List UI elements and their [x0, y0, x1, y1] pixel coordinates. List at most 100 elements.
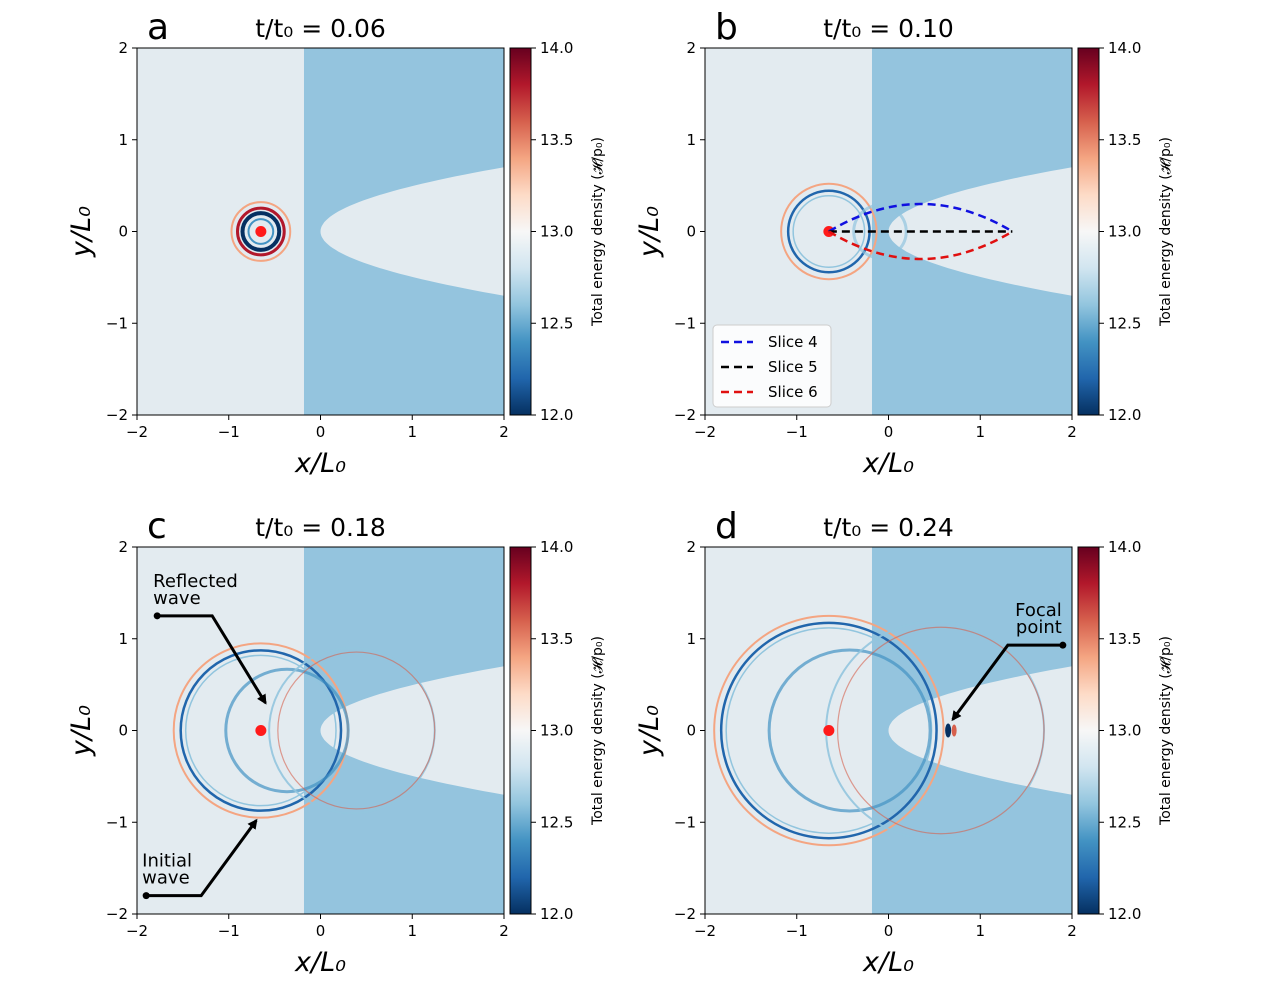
panel-letter: c	[147, 506, 167, 547]
wavefront-trail	[184, 654, 337, 807]
legend-label: Slice 4	[768, 333, 818, 351]
y-tick-label: 2	[686, 538, 696, 556]
colorbar-tick-label: 12.0	[1108, 406, 1141, 424]
x-tick-label: 2	[1067, 423, 1077, 441]
colorbar	[509, 47, 532, 416]
transmitted-wave	[767, 648, 932, 813]
annotation-dot	[1059, 641, 1067, 649]
y-tick-label: 1	[686, 630, 696, 648]
colorbar-label: Total energy density (𝓗/p₀)	[1158, 137, 1174, 327]
x-tick-label: −1	[218, 423, 240, 441]
x-tick-label: 0	[316, 922, 326, 940]
y-tick-label: −1	[106, 813, 128, 831]
colorbar-tick-label: 14.0	[540, 39, 573, 57]
legend-label: Slice 6	[768, 383, 818, 401]
colorbar-label: Total energy density (𝓗/p₀)	[590, 636, 606, 826]
colorbar-tick-label: 13.0	[540, 223, 573, 241]
focal-spot-blue	[945, 723, 952, 738]
annotation-dot	[142, 892, 150, 900]
slice-line-6	[828, 230, 1014, 261]
x-axis-label: x/L₀	[862, 947, 914, 978]
reflected-wave-edge	[277, 651, 436, 810]
y-tick-label: 0	[118, 722, 128, 740]
panel-letter: a	[147, 7, 169, 48]
colorbar-tick-label: 13.5	[540, 131, 573, 149]
x-tick-label: 0	[884, 922, 894, 940]
plot-area	[705, 547, 1072, 914]
annotation-text: wave	[142, 868, 189, 889]
wavefront-outer	[713, 614, 945, 847]
colorbar-tick-label: 12.5	[1108, 813, 1141, 831]
x-tick-label: 1	[975, 423, 985, 441]
colorbar-tick-label: 12.5	[1108, 314, 1141, 332]
source-point	[255, 725, 267, 736]
x-tick-label: −1	[218, 922, 240, 940]
reflected-wave-edge	[836, 626, 1045, 835]
annotation-text: Reflected	[153, 571, 238, 592]
lens-region	[888, 167, 1072, 296]
y-tick-label: 0	[686, 722, 696, 740]
y-tick-label: −1	[674, 813, 696, 831]
light-medium-region	[137, 547, 304, 914]
y-tick-label: −2	[106, 905, 128, 923]
lens-region	[320, 666, 504, 795]
panel-b: Slice 4 Slice 5 Slice 6 −2−2 −1 −1 0 0 1 1 2 2 x/L₀ y…	[634, 7, 1174, 479]
wavefront-inner	[179, 649, 343, 812]
legend-label: Slice 5	[768, 358, 818, 376]
transmitted-wave	[852, 203, 908, 260]
y-tick-label: 0	[686, 223, 696, 241]
y-tick-label: 2	[686, 39, 696, 57]
x-axis-label: x/L₀	[294, 947, 346, 978]
x-tick-label: 1	[407, 922, 417, 940]
colorbar-tick-label: 13.5	[1108, 131, 1141, 149]
annotation-arrow	[951, 643, 1063, 722]
y-axis-label: y/L₀	[634, 705, 665, 757]
panel-letter: b	[715, 7, 738, 48]
y-tick-label: 2	[118, 39, 128, 57]
y-tick-label: −2	[674, 905, 696, 923]
panel-title: t/t₀ = 0.18	[255, 513, 386, 542]
annotation-text: wave	[153, 588, 200, 609]
transmitted-wave	[224, 667, 350, 794]
colorbar-tick-label: 13.0	[1108, 223, 1141, 241]
colorbar-tick-label: 14.0	[540, 538, 573, 556]
y-tick-label: 2	[118, 538, 128, 556]
panel-c: ReflectedwaveInitialwave−2−2−1−1001122x/…	[66, 506, 606, 978]
panel-title: t/t₀ = 0.06	[255, 14, 386, 43]
x-tick-label: 2	[1067, 922, 1077, 940]
x-tick-label: −2	[694, 922, 716, 940]
x-tick-label: 2	[499, 922, 509, 940]
colorbar-label: Total energy density (𝓗/p₀)	[590, 137, 606, 327]
light-medium-region	[705, 547, 872, 914]
colorbar-tick-label: 13.5	[540, 630, 573, 648]
plot-area	[137, 547, 504, 914]
x-tick-label: −1	[786, 922, 808, 940]
colorbar-tick-label: 12.0	[540, 406, 573, 424]
y-axis-label: y/L₀	[634, 206, 665, 258]
colorbar-tick-label: 12.5	[540, 314, 573, 332]
plot-area	[137, 48, 504, 415]
x-tick-label: −2	[126, 922, 148, 940]
panel-title: t/t₀ = 0.24	[823, 513, 954, 542]
wavefront-core	[247, 218, 275, 245]
annotation-arrow	[146, 818, 258, 898]
annotation-text: Initial	[142, 851, 192, 872]
colorbar-tick-label: 14.0	[1108, 538, 1141, 556]
x-tick-label: −2	[126, 423, 148, 441]
x-axis-label: x/L₀	[294, 448, 346, 479]
colorbar-tick-label: 13.0	[1108, 722, 1141, 740]
source-point	[823, 725, 835, 736]
y-axis-label: y/L₀	[66, 206, 97, 258]
light-medium-region	[137, 48, 304, 415]
panel-a: −2−2 −1 −1 0 0 1 1 2 2 x/L₀ y/L₀ t/t₀ = 0.06 a 12.0 12…	[66, 7, 606, 479]
x-tick-label: 1	[407, 423, 417, 441]
annotation-dot	[153, 612, 161, 620]
colorbar	[509, 546, 532, 915]
annotation-arrow	[157, 614, 267, 705]
y-tick-label: −2	[106, 406, 128, 424]
